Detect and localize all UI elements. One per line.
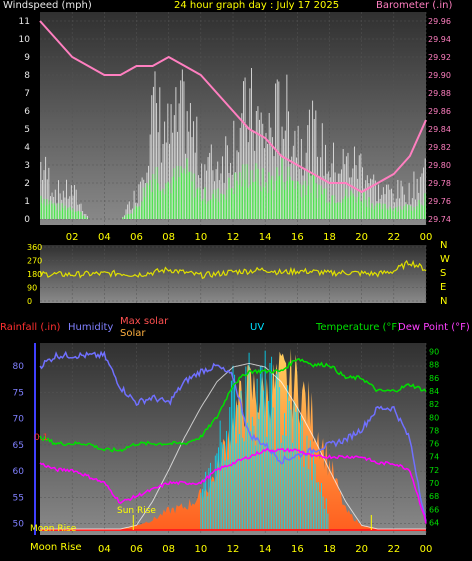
moon-rise-axis-label: Moon Rise	[30, 542, 82, 553]
humidity-tick: 55	[13, 493, 24, 503]
legend-dewpoint: Dew Point (°F)	[398, 322, 470, 333]
wind-tick: 10	[19, 35, 31, 45]
dir-letter-e: E	[440, 282, 447, 293]
time-tick-top: 06	[130, 232, 143, 243]
dir-letter-n-top: N	[440, 240, 448, 251]
time-tick-bottom: 06	[130, 544, 143, 555]
time-tick-top: 14	[259, 232, 272, 243]
baro-tick: 29.94	[428, 35, 451, 44]
baro-tick: 29.88	[428, 89, 451, 98]
dewpoint-line	[39, 447, 427, 524]
temp-tick: 74	[429, 453, 439, 462]
wind-tick: 9	[24, 53, 30, 63]
barometer-axis-title: Barometer (.in)	[376, 0, 453, 11]
moon-rise-graph-label: Moon Rise	[30, 524, 77, 534]
temp-tick: 70	[429, 479, 439, 488]
time-tick-bottom: 22	[387, 544, 400, 555]
temp-tick: 82	[429, 400, 439, 409]
temp-tick: 88	[429, 361, 439, 370]
time-tick-top: 04	[98, 232, 111, 243]
time-tick-bottom: 08	[162, 544, 175, 555]
baro-tick: 29.74	[428, 215, 451, 224]
time-tick-top: 10	[194, 232, 207, 243]
dir-letter-w: W	[440, 254, 450, 265]
wind-tick: 7	[24, 89, 30, 99]
time-tick-top: 08	[162, 232, 175, 243]
temp-tick: 90	[429, 348, 439, 357]
baro-tick: 29.80	[428, 161, 451, 170]
wind-tick: 6	[24, 107, 30, 117]
humidity-tick: 75	[13, 388, 24, 398]
time-tick-bottom: 04	[98, 544, 111, 555]
humidity-tick: 65	[13, 441, 24, 451]
wind-tick: 4	[24, 143, 30, 153]
baro-tick: 29.86	[428, 107, 451, 116]
legend-temperature: Temperature (°F)	[316, 322, 402, 333]
humidity-tick: 60	[13, 467, 25, 477]
time-tick-top: 12	[227, 232, 240, 243]
barometer-line	[39, 20, 427, 194]
wind-tick: 0	[24, 215, 30, 225]
windspeed-axis-title: Windspeed (mph)	[3, 0, 92, 11]
time-tick-bottom: 20	[355, 544, 368, 555]
baro-tick: 29.78	[428, 179, 451, 188]
dir-tick: 90	[27, 284, 37, 293]
dir-letter-n-bottom: N	[440, 296, 448, 307]
baro-tick: 29.96	[428, 17, 451, 26]
temp-tick: 86	[429, 374, 439, 383]
rain-tick-label: 0.1	[34, 433, 49, 443]
legend-rainfall: Rainfall (.in)	[0, 322, 61, 333]
wind-tick: 8	[24, 71, 30, 81]
temp-tick: 66	[429, 505, 439, 514]
time-tick-top: 22	[387, 232, 400, 243]
wind-tick: 2	[24, 179, 30, 189]
time-tick-bottom: 18	[323, 544, 336, 555]
dir-tick: 180	[27, 270, 42, 279]
time-tick-top: 18	[323, 232, 336, 243]
temperature-line	[39, 357, 427, 453]
temp-tick: 64	[429, 518, 439, 527]
temp-tick: 78	[429, 426, 439, 435]
temp-tick: 84	[429, 387, 439, 396]
baro-tick: 29.84	[428, 125, 451, 134]
humidity-tick: 50	[13, 520, 25, 530]
wind-tick: 1	[24, 197, 30, 207]
baro-tick: 29.82	[428, 143, 451, 152]
legend-max-solar: Max solar	[120, 316, 169, 327]
dir-tick: 360	[27, 243, 42, 252]
time-tick-top: 02	[66, 232, 79, 243]
wind-tick: 5	[24, 125, 30, 135]
humidity-line	[39, 350, 427, 522]
direction-line	[39, 259, 427, 280]
time-tick-bottom: 12	[227, 544, 240, 555]
baro-tick: 29.92	[428, 53, 451, 62]
legend-uv: UV	[250, 322, 265, 333]
humidity-tick: 70	[13, 415, 25, 425]
baro-tick: 29.90	[428, 71, 451, 80]
legend-humidity: Humidity	[68, 322, 114, 333]
max-solar-line	[40, 362, 426, 530]
time-tick-bottom: 10	[194, 544, 207, 555]
chart-title: 24 hour graph day : July 17 2025	[174, 0, 340, 11]
temp-tick: 76	[429, 440, 439, 449]
humidity-tick: 80	[13, 362, 25, 372]
dir-tick: 0	[27, 297, 32, 306]
temp-tick: 72	[429, 466, 439, 475]
wind-tick: 11	[19, 17, 30, 27]
temp-tick: 80	[429, 413, 439, 422]
time-tick-bottom: 00	[420, 544, 433, 555]
wind-tick: 3	[24, 161, 30, 171]
sun-rise-label: Sun Rise	[117, 506, 156, 516]
temp-tick: 68	[429, 492, 439, 501]
time-tick-top: 00	[420, 232, 433, 243]
baro-tick: 29.76	[428, 197, 451, 206]
time-tick-bottom: 16	[291, 544, 304, 555]
time-tick-top: 20	[355, 232, 368, 243]
dir-letter-s: S	[440, 268, 447, 279]
time-tick-top: 16	[291, 232, 304, 243]
legend-solar: Solar	[120, 328, 146, 339]
dir-tick: 270	[27, 257, 42, 266]
time-tick-bottom: 14	[259, 544, 272, 555]
